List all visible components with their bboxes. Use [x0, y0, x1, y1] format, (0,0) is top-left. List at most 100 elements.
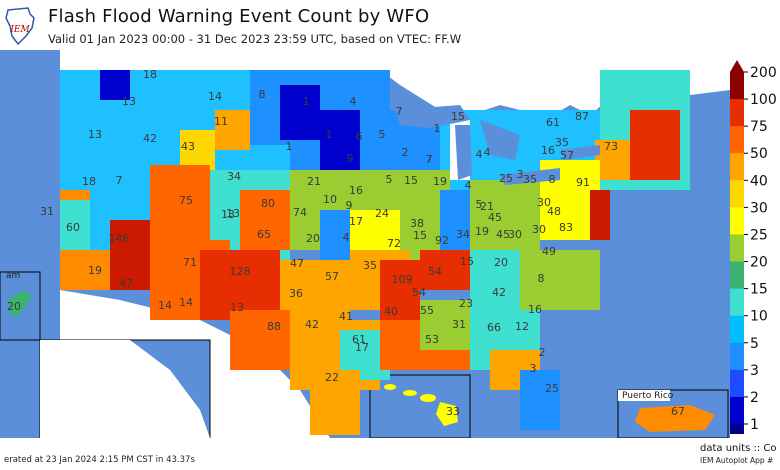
wfo-count-label: 47: [119, 277, 133, 290]
wfo-count-label: 18: [82, 175, 96, 188]
wfo-count-label: 14: [179, 296, 193, 309]
wfo-count-label: 18: [143, 68, 157, 81]
wfo-count-label: 60: [66, 221, 80, 234]
legend-tick-label: 5: [750, 336, 759, 352]
wfo-count-label: 75: [179, 194, 193, 207]
legend-swatch: [730, 72, 744, 100]
wfo-count-label: 16: [541, 144, 555, 157]
legend-swatch: [730, 315, 744, 344]
wfo-count-label: 8: [538, 272, 545, 285]
wfo-count-label: 66: [487, 321, 501, 334]
wfo-count-label: 40: [384, 305, 398, 318]
wfo-count-label: 16: [528, 303, 542, 316]
wfo-count-label: 4: [465, 179, 472, 192]
wfo-count-label: 15: [451, 110, 465, 123]
wfo-count-label: 34: [456, 228, 470, 241]
map-subtitle: Valid 01 Jan 2023 00:00 - 31 Dec 2023 23…: [48, 32, 462, 46]
legend-tick-label: 25: [750, 227, 768, 243]
wfo-count-label: 42: [143, 132, 157, 145]
wfo-count-label: 12: [515, 320, 529, 333]
wfo-count-label: 30: [508, 228, 522, 241]
wfo-count-label: 71: [183, 256, 197, 269]
legend-tick-label: 50: [750, 146, 768, 162]
wfo-count-label: 7: [116, 174, 123, 187]
wfo-count-label: 30: [537, 196, 551, 209]
wfo-count-label: 72: [387, 237, 401, 250]
wfo-count-label: 4: [476, 148, 483, 161]
wfo-count-label: 49: [542, 245, 556, 258]
wfo-count-label: 38: [410, 217, 424, 230]
wfo-count-label: 19: [433, 175, 447, 188]
legend-tick-label: 10: [750, 309, 768, 325]
wfo-count-label: 15: [460, 255, 474, 268]
wfo-count-label: 14: [158, 299, 172, 312]
wfo-count-label: 5: [476, 198, 483, 211]
wfo-count-label: 17: [349, 215, 363, 228]
wfo-count-label: 35: [363, 259, 377, 272]
wfo-count-label: 4: [343, 231, 350, 244]
wfo-count-label: 61: [352, 333, 366, 346]
legend-swatch: [730, 180, 744, 208]
legend-tick-label: 2: [750, 390, 759, 406]
legend-tick-label: 15: [750, 282, 768, 298]
legend-tick-label: 200: [750, 65, 777, 81]
wfo-count-label: 88: [267, 320, 281, 333]
wfo-count-label: 36: [289, 287, 303, 300]
wfo-count-label: 1: [434, 122, 441, 135]
legend-swatch: [730, 342, 744, 371]
guam-inset-label: am: [6, 271, 21, 281]
legend-swatch: [730, 126, 744, 154]
wfo-count-label: 20: [306, 232, 320, 245]
legend-swatch: [730, 369, 744, 398]
wfo-count-label: 7: [426, 153, 433, 166]
svg-text:IEM: IEM: [9, 25, 30, 35]
generated-timestamp: erated at 23 Jan 2024 2:15 PM CST in 43.…: [4, 455, 195, 465]
wfo-count-label: 10: [323, 193, 337, 206]
wfo-count-label: 19: [475, 225, 489, 238]
wfo-count-label: 42: [305, 318, 319, 331]
wfo-count-label: 23: [459, 297, 473, 310]
wfo-count-label: 54: [428, 265, 442, 278]
legend-extend-arrow: [730, 60, 744, 72]
wfo-count-label: 16: [349, 184, 363, 197]
wfo-count-label: 24: [375, 207, 389, 220]
map-title: Flash Flood Warning Event Count by WFO: [48, 6, 430, 27]
wfo-count-label: 45: [488, 211, 502, 224]
wfo-count-label: 42: [492, 286, 506, 299]
wfo-count-label: 74: [293, 206, 307, 219]
wfo-count-label: 30: [532, 223, 546, 236]
wfo-count-label: 13: [226, 207, 240, 220]
data-units-label: data units :: Co: [700, 443, 777, 454]
wfo-count-label: 4: [350, 95, 357, 108]
wfo-count-label: 25: [499, 172, 513, 185]
legend-swatch: [730, 261, 744, 290]
wfo-count-label: 14: [208, 90, 222, 103]
wfo-count-label: 17: [355, 341, 369, 354]
wfo-count-label: 15: [413, 229, 427, 242]
wfo-count-label: 7: [426, 153, 433, 166]
wfo-count-label: 87: [575, 110, 589, 123]
legend-colorbar: 200 100 75 50 40 30 25 20 15 10 5 3 2 1: [730, 60, 777, 434]
wfo-count-label: 8: [549, 173, 556, 186]
wfo-count-label: 1: [326, 128, 333, 141]
wfo-count-label: 109: [392, 273, 413, 286]
legend-swatch: [730, 234, 744, 263]
legend-tick-label: 20: [750, 255, 768, 271]
wfo-count-label: 21: [480, 200, 494, 213]
wfo-count-label: 3: [530, 362, 537, 375]
wfo-count-label: 41: [339, 310, 353, 323]
legend-swatch: [730, 99, 744, 127]
legend-tick-labels: 200 100 75 50 40 30 25 20 15 10 5 3 2 1: [744, 65, 777, 433]
wfo-count-label: 31: [452, 318, 466, 331]
wfo-count-label: 19: [88, 264, 102, 277]
wfo-count-label: 9: [347, 152, 354, 165]
autoplot-credit: IEM Autoplot App #: [700, 456, 774, 465]
wfo-count-label: 3: [517, 168, 524, 181]
wfo-count-label: 9: [346, 199, 353, 212]
wfo-count-label: 5: [386, 173, 393, 186]
puerto-rico-inset-label: Puerto Rico: [622, 391, 674, 401]
header: IEM Flash Flood Warning Event Count by W…: [0, 0, 780, 50]
wfo-count-label: 128: [230, 265, 251, 278]
wfo-count-label: 13: [230, 301, 244, 314]
wfo-count-label: 57: [560, 149, 574, 162]
